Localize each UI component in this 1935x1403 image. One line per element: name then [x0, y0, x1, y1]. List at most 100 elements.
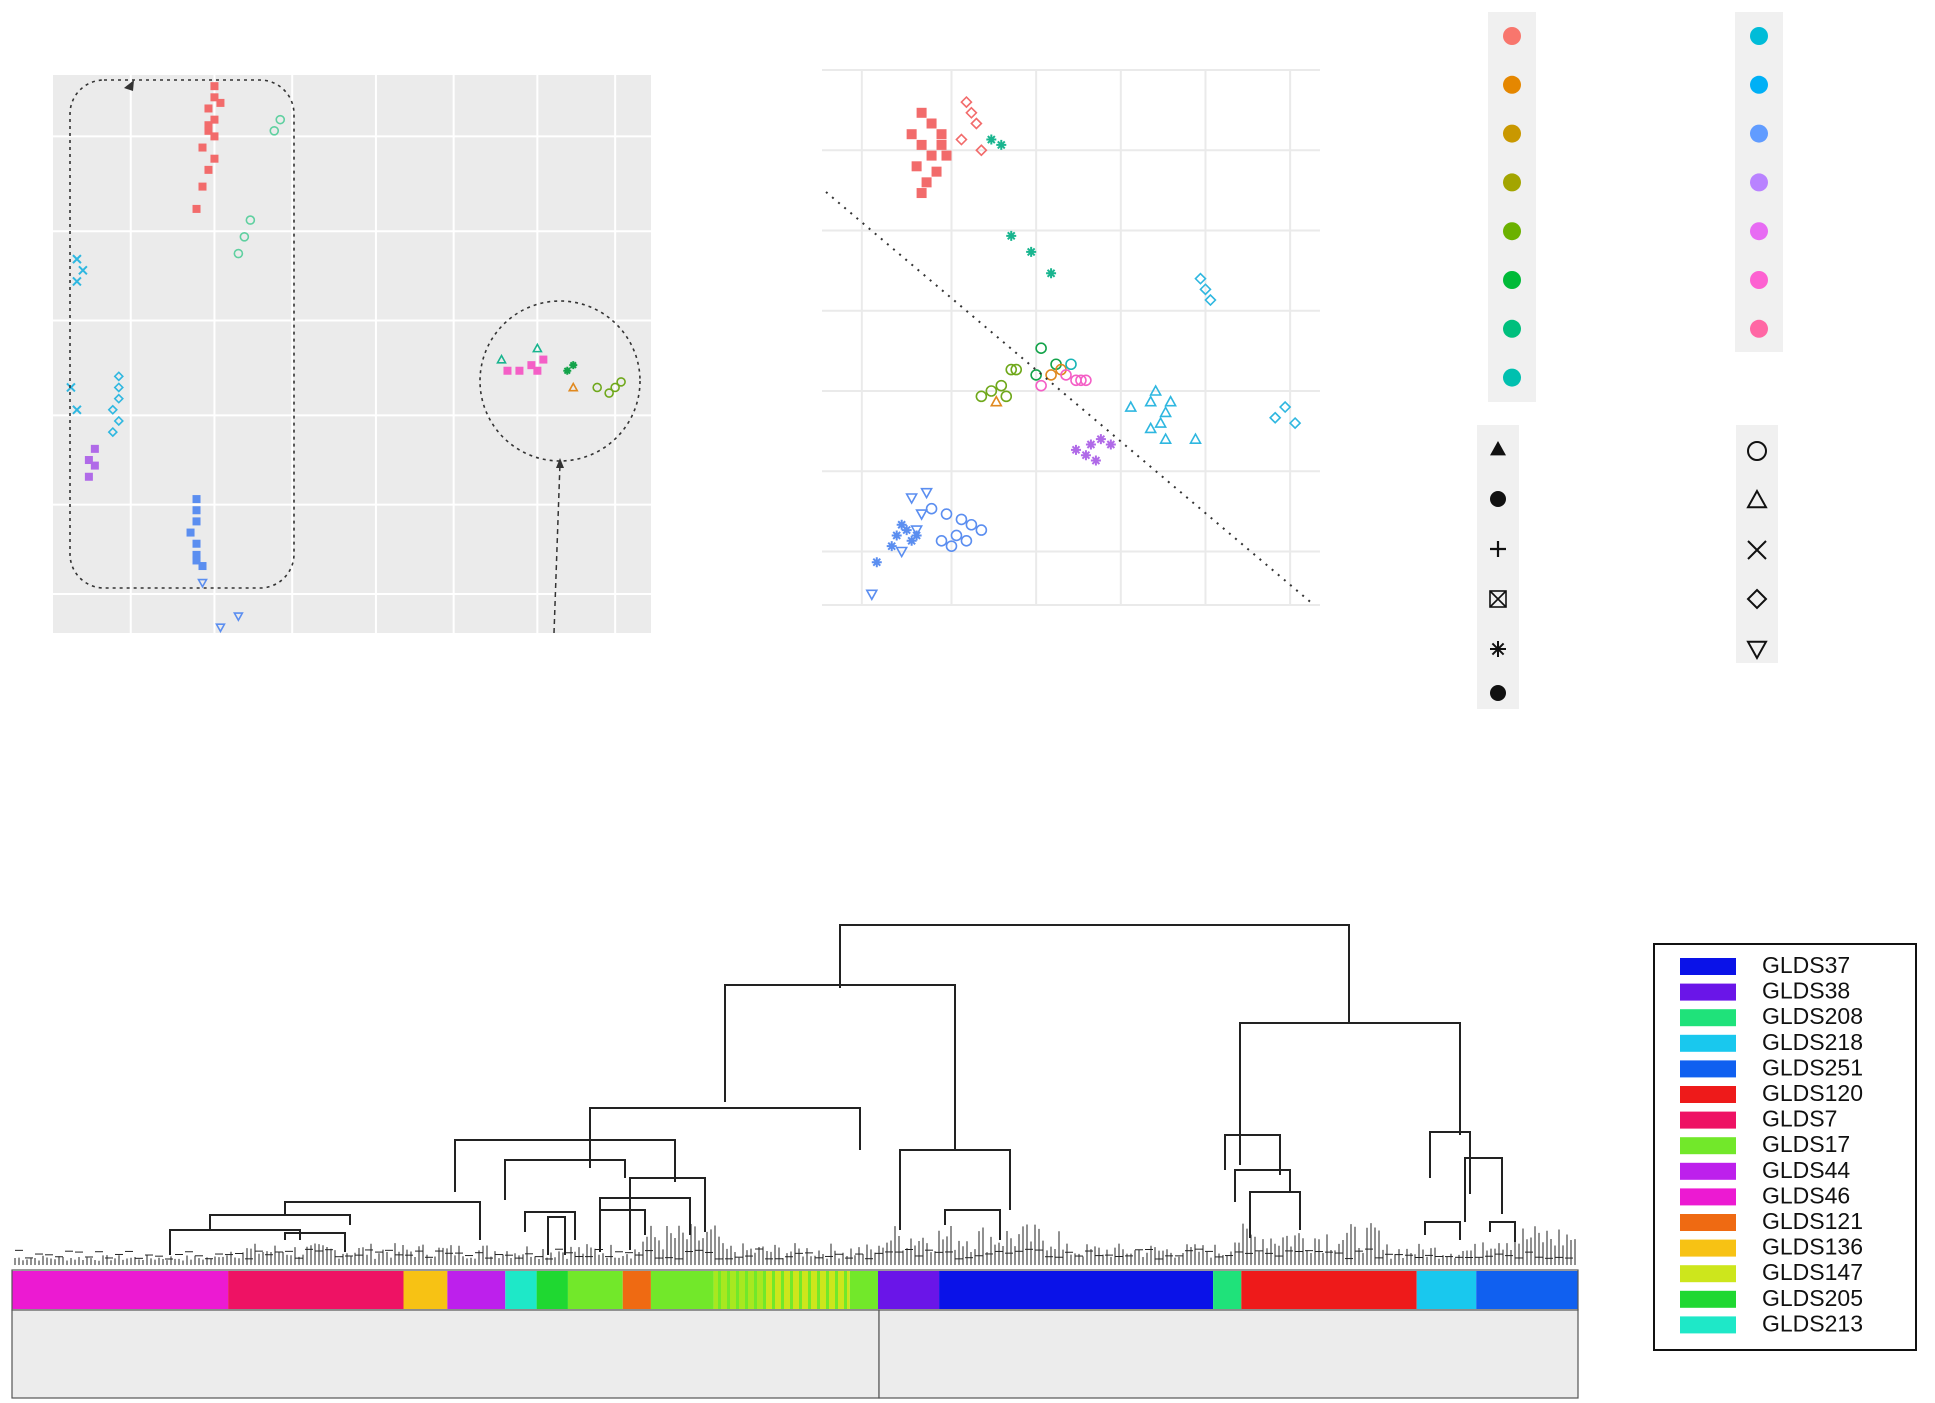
legend-swatch — [1680, 1188, 1736, 1206]
legend-swatch — [1680, 1111, 1736, 1129]
cluster-color-bar — [12, 1271, 1578, 1309]
color-bar-stripe — [781, 1271, 784, 1309]
color-bar-stripe — [808, 1271, 811, 1309]
right-point — [886, 541, 897, 552]
dendrogram-branch — [1464, 1157, 1503, 1222]
left-point — [113, 393, 124, 404]
legend-label: GLDS251 — [1762, 1054, 1863, 1080]
key-items — [1489, 27, 1768, 701]
color-bar-stripe — [799, 1271, 802, 1309]
legend-swatch — [1680, 958, 1736, 975]
dendrogram-branch — [547, 1216, 566, 1255]
dendrogram-branch — [1424, 1221, 1461, 1240]
key-color-swatch — [1503, 75, 1521, 94]
right-point — [941, 150, 952, 161]
right-point — [975, 390, 988, 403]
color-bar-stripe — [844, 1271, 847, 1309]
right-point — [1288, 416, 1302, 430]
left-point — [515, 366, 524, 375]
right-point — [965, 518, 978, 531]
right-point — [1154, 416, 1167, 428]
right-point — [891, 530, 902, 541]
left-point — [192, 539, 201, 548]
right-point — [996, 139, 1007, 150]
left-point — [192, 550, 201, 559]
key-shape-marker — [1747, 441, 1767, 461]
dendrogram-branch — [284, 1201, 481, 1240]
dendrogram-leaf-fringe — [14, 1223, 1576, 1265]
key-shape-marker — [1490, 685, 1506, 701]
color-bar-segment — [505, 1271, 537, 1309]
dendrogram-branch — [284, 1232, 346, 1252]
left-point — [78, 265, 88, 276]
left-dotted-group-circle — [479, 300, 641, 462]
right-point — [1000, 390, 1013, 403]
color-bar-segment — [403, 1271, 448, 1309]
legend-label: GLDS44 — [1762, 1157, 1850, 1183]
left-point — [84, 456, 93, 465]
left-points — [66, 82, 626, 634]
left-point — [216, 98, 225, 107]
legend-label: GLDS7 — [1762, 1106, 1837, 1132]
left-point — [72, 276, 82, 287]
key-color-swatch — [1503, 27, 1521, 45]
legend-swatch — [1680, 1239, 1736, 1257]
dendrogram-branch — [1429, 1131, 1471, 1194]
left-point — [210, 154, 219, 163]
right-point — [920, 487, 933, 500]
legend-label: GLDS37 — [1762, 952, 1850, 978]
legend-swatch — [1680, 1137, 1736, 1155]
legend-swatch — [1680, 1290, 1736, 1308]
color-bar-stripe — [727, 1271, 730, 1309]
left-point — [113, 371, 124, 382]
left-point — [215, 623, 226, 634]
right-point — [901, 525, 912, 536]
key-color-swatch — [1750, 271, 1768, 289]
right-point — [955, 513, 968, 526]
dendrogram-branch — [599, 1209, 646, 1235]
left-point — [210, 115, 219, 124]
color-bar-segment — [228, 1271, 404, 1309]
left-point — [204, 165, 213, 174]
right-point — [1005, 363, 1018, 376]
right-point — [1065, 358, 1077, 371]
legend-label: GLDS38 — [1762, 978, 1850, 1004]
right-point — [1026, 246, 1037, 257]
left-point — [113, 382, 124, 393]
color-bar-stripe — [835, 1271, 838, 1309]
dendrogram-branch — [1489, 1221, 1516, 1242]
legend-swatch — [1680, 1009, 1736, 1027]
legend-label: GLDS213 — [1762, 1310, 1863, 1336]
key-color-swatch — [1503, 124, 1521, 143]
legend-swatch — [1680, 1265, 1736, 1283]
left-point — [198, 562, 207, 571]
right-point — [1144, 395, 1158, 407]
left-point — [113, 415, 124, 427]
left-plot-background — [53, 75, 651, 633]
left-point — [567, 381, 579, 392]
key-shape-marker — [1747, 540, 1767, 560]
left-point — [210, 132, 219, 141]
right-point — [955, 133, 968, 146]
dendrogram-branch — [1239, 1022, 1461, 1165]
right-point — [916, 139, 927, 150]
right-point — [1080, 374, 1092, 387]
legend-swatch — [1680, 1162, 1736, 1180]
left-point — [503, 366, 512, 375]
left-point — [269, 126, 280, 136]
legend-label: GLDS218 — [1762, 1029, 1863, 1055]
legend-swatch — [1680, 983, 1736, 1001]
left-point — [192, 556, 201, 565]
right-point — [1075, 374, 1087, 387]
right-plot-background — [822, 70, 1320, 605]
right-scatter-panel — [822, 69, 1320, 606]
color-bar-segment — [622, 1271, 651, 1309]
right-point — [935, 534, 948, 547]
key-color-swatch — [1503, 368, 1521, 387]
left-point — [233, 612, 244, 622]
right-point — [911, 530, 922, 541]
left-point — [496, 353, 507, 364]
right-point — [1124, 400, 1138, 412]
dendrogram-branch — [1234, 1169, 1291, 1202]
